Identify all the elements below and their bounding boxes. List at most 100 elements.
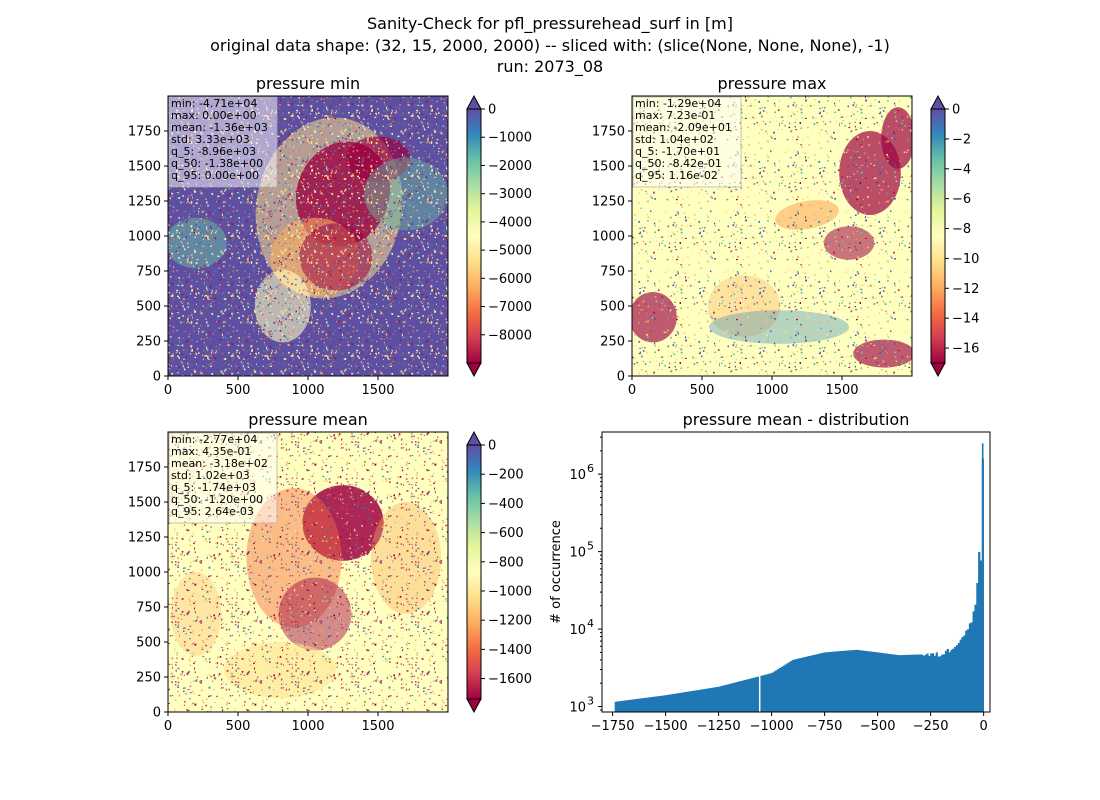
histogram-bar [920, 654, 924, 712]
stats-line: min: -4.71e+04 [171, 97, 257, 110]
histogram-bar [627, 700, 630, 712]
histogram-bar [812, 655, 815, 712]
stats-box [168, 432, 278, 524]
stats-line: q_50: -8.42e-01 [635, 157, 722, 170]
histogram-bar [937, 656, 940, 712]
histogram-bar [900, 655, 903, 712]
y-tick-label: 1750 [128, 125, 161, 140]
colorbar-tick-label: −1000 [488, 584, 532, 599]
histogram-bar [714, 687, 717, 712]
histogram-bar [802, 657, 806, 712]
colorbar-tick-label: −1000 [488, 131, 532, 146]
colorbar-tick-label: −12 [952, 282, 979, 297]
histogram-bar [743, 680, 747, 712]
colorbar-tick-label: −1200 [488, 614, 532, 629]
figure-title-line-2: original data shape: (32, 15, 2000, 2000… [210, 36, 890, 55]
histogram-bar [657, 696, 660, 712]
x-tick-label: −500 [860, 719, 896, 734]
histogram-bar [887, 653, 890, 712]
colorbar-tick-label: −7000 [488, 300, 532, 315]
histogram-bar [664, 695, 667, 712]
histogram-bar [976, 583, 979, 712]
histogram-bar [780, 666, 783, 712]
histogram-bar [616, 701, 619, 712]
colorbar-tick-label: −400 [488, 497, 524, 512]
colorbar-tick-label: −2 [952, 132, 971, 147]
histogram-bar [926, 653, 929, 712]
histogram-bar [651, 696, 654, 712]
histogram-bar [948, 652, 951, 712]
stats-line: q_5: -1.70e+01 [635, 145, 720, 158]
x-tick-label: 1500 [825, 383, 858, 398]
colorbar-tick-label: 0 [488, 439, 496, 454]
histogram-bar [767, 673, 771, 712]
histogram-bar-peak [981, 443, 984, 712]
panel-pressure-min: pressure min 0 500 1000 1500 0 250 500 750 1000 12… [128, 74, 532, 398]
stats-line: max: 0.00e+00 [171, 109, 257, 122]
stats-line: min: -1.29e+04 [635, 97, 721, 110]
histogram-bar [786, 663, 789, 712]
histogram-bar [904, 654, 907, 712]
colorbar-tick-label: −14 [952, 312, 979, 327]
histogram-bar [848, 650, 852, 712]
histogram-bar [856, 649, 859, 712]
panel-pressure-mean-distribution: pressure mean - distribution −1750 −1500 −1… [549, 410, 991, 734]
y-axis-label: # of occurrence [549, 520, 564, 624]
histogram-bar [725, 684, 728, 712]
panel-pressure-mean: pressure mean 0 500 1000 1500 0 250 500 750 1000 1… [128, 410, 532, 734]
histogram-bar [865, 651, 868, 712]
histogram-bar [677, 693, 680, 712]
colorbar-tick-label: 0 [952, 103, 960, 118]
histogram-bar [836, 651, 839, 712]
colorbar-tick-label: −1600 [488, 672, 532, 687]
y-tick-label: 500 [136, 636, 161, 651]
x-tick-label: −250 [913, 719, 949, 734]
histogram-bar [775, 670, 778, 712]
histogram-bar [633, 699, 636, 712]
histogram-bar [727, 684, 730, 712]
histogram-bar [625, 700, 628, 712]
histogram-bar [721, 685, 724, 712]
histogram-bar [653, 696, 656, 712]
histogram-bar [847, 650, 850, 712]
y-tick-label: 500 [136, 300, 161, 315]
y-tick-exponent: 3 [587, 695, 594, 708]
y-tick-label: 1250 [128, 531, 161, 546]
histogram-bar [955, 645, 959, 712]
histogram-bar [697, 689, 700, 712]
histogram-bar [705, 688, 708, 712]
stats-line: mean: -2.09e+01 [635, 121, 732, 134]
histogram-bar [978, 551, 981, 712]
histogram-bar [852, 650, 855, 712]
histogram-bar [884, 653, 887, 712]
x-tick-label: −1000 [750, 719, 794, 734]
panel-pressure-max: pressure max 0 500 1000 1500 0 250 500 750 1000 12… [592, 74, 980, 398]
histogram-bar [795, 659, 798, 712]
histogram-bar [845, 650, 848, 712]
histogram-bar [917, 654, 920, 712]
colorbar-tick-label: −4000 [488, 215, 532, 230]
histogram-bar [972, 611, 975, 712]
histogram-bar [880, 652, 883, 712]
histogram-bar [826, 652, 830, 712]
y-tick-label: 1500 [592, 160, 625, 175]
histogram-bar [751, 678, 754, 712]
colorbar-tick-label: −200 [488, 468, 524, 483]
y-tick-label: 0 [153, 370, 161, 385]
colorbar-tick-label: −8000 [488, 328, 532, 343]
histogram-bar [896, 655, 900, 712]
histogram-bar [813, 654, 817, 712]
histogram-bar [760, 675, 763, 712]
histogram-bar [690, 691, 693, 712]
colorbar-extend-max [466, 94, 482, 110]
histogram-bar [915, 654, 918, 712]
histogram-bar [712, 687, 715, 712]
panel-title: pressure mean [248, 410, 368, 429]
x-tick-label: 0 [979, 719, 987, 734]
x-tick-label: 1000 [291, 719, 324, 734]
y-tick-label: 10 [569, 701, 586, 716]
histogram-bar [799, 658, 802, 712]
histogram-bar [825, 652, 828, 712]
histogram-bar [749, 678, 752, 712]
